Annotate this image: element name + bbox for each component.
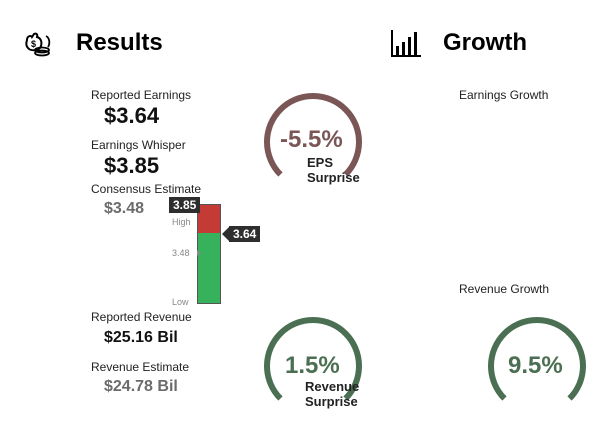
revenue-estimate-value: $24.78 Bil: [104, 378, 178, 395]
earnings-whisper-value: $3.85: [104, 153, 160, 178]
results-title: Results: [76, 29, 163, 56]
earnings-growth-label: Earnings Growth: [459, 88, 549, 102]
eps-surprise-caption-2: Surprise: [307, 170, 360, 185]
estimate-range-bar: [197, 204, 221, 304]
revenue-growth-value: 9.5%: [508, 352, 563, 379]
eps-surprise-value: -5.5%: [280, 126, 343, 153]
revenue-growth-label: Revenue Growth: [459, 282, 550, 296]
whisper-tag: 3.85: [169, 197, 201, 213]
bar-chart-icon: [391, 30, 421, 57]
revenue-surprise-arc: [264, 317, 362, 401]
range-bar-red: [198, 205, 220, 233]
growth-icon-wrap: [390, 28, 422, 58]
range-bar-green: [198, 233, 220, 303]
revenue-surprise-caption-2: Surprise: [305, 394, 358, 409]
eps-surprise-caption-1: EPS: [307, 155, 334, 170]
range-consensus-label: 3.48: [172, 248, 190, 258]
growth-title: Growth: [443, 29, 527, 56]
range-high-label: High: [172, 217, 191, 227]
reported-earnings-value: $3.64: [104, 103, 160, 128]
eps-surprise-arc: [264, 93, 362, 177]
consensus-estimate-value: $3.48: [104, 200, 145, 217]
eps-surprise-gauge: [262, 91, 364, 193]
reported-earnings-label: Reported Earnings: [91, 88, 192, 102]
revenue-surprise-caption-1: Revenue: [305, 379, 360, 394]
actual-tag: 3.64: [229, 226, 261, 242]
reported-revenue-label: Reported Revenue: [91, 310, 192, 324]
revenue-growth-gauge: [486, 315, 588, 417]
earnings-whisper-label: Earnings Whisper: [91, 138, 186, 152]
consensus-estimate-label: Consensus Estimate: [91, 182, 202, 196]
money-bag-icon: $: [25, 32, 51, 57]
consensus-marker: [197, 250, 201, 256]
revenue-surprise-gauge: [262, 315, 364, 417]
revenue-estimate-label: Revenue Estimate: [91, 360, 190, 374]
actual-tag-arrow: [222, 227, 229, 241]
revenue-surprise-value: 1.5%: [285, 352, 340, 379]
reported-revenue-value: $25.16 Bil: [104, 329, 178, 346]
svg-text:$: $: [31, 39, 36, 49]
results-icon: $: [22, 30, 52, 58]
revenue-growth-arc: [488, 317, 586, 401]
range-low-label: Low: [172, 297, 189, 307]
